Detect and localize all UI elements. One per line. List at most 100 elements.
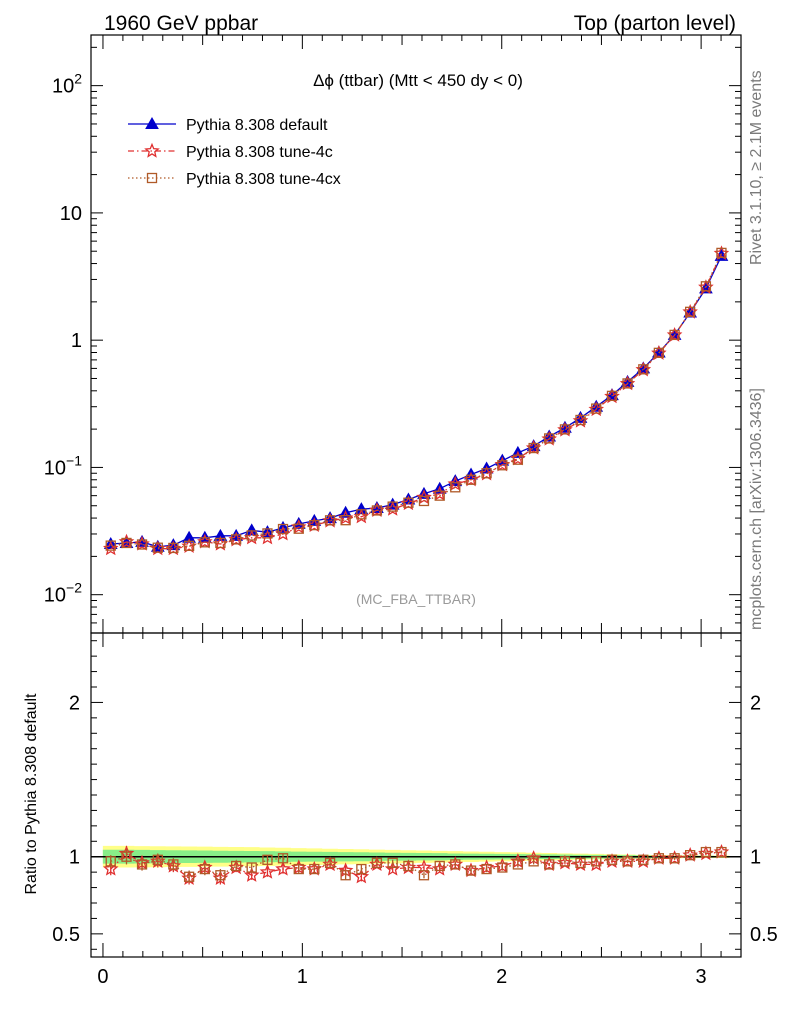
data-point-square	[638, 364, 649, 375]
ratio-y-axis-label: Ratio to Pythia 8.308 default	[23, 693, 40, 895]
data-point-triangle	[166, 538, 181, 551]
ratio-point-square	[387, 857, 398, 869]
ratio-point-square	[700, 846, 712, 858]
data-point-square	[403, 497, 414, 508]
data-point-square	[231, 534, 242, 545]
ratio-point-square	[356, 863, 367, 875]
ratio-point-star	[259, 863, 276, 879]
rivet-label: Rivet 3.1.10, ≥ 2.1M events	[748, 70, 765, 265]
ratio-point-square	[293, 863, 304, 875]
data-point-square	[575, 414, 586, 426]
data-point-square	[262, 528, 273, 539]
data-point-square	[309, 519, 320, 531]
y-tick-label: 10	[60, 203, 82, 225]
data-point-square	[434, 490, 445, 501]
data-point-square	[199, 537, 210, 548]
x-tick-label: 3	[696, 966, 707, 988]
x-tick-label: 2	[496, 966, 507, 988]
ratio-point-square	[591, 856, 602, 867]
data-point-square	[293, 523, 304, 534]
data-point-square	[121, 537, 132, 549]
legend-label: Pythia 8.308 default	[186, 117, 328, 134]
data-point-square	[356, 509, 367, 520]
data-point-square	[340, 515, 351, 526]
ratio-point-square	[638, 854, 649, 865]
ratio-y-tick-label: 2	[69, 692, 80, 714]
legend-label: Pythia 8.308 tune-4cx	[186, 171, 341, 188]
ratio-point-square	[340, 870, 351, 881]
mcplots-label: mcplots.cern.ch [arXiv:1306.3436]	[748, 388, 765, 630]
data-point-square	[277, 523, 289, 535]
ratio-point-square	[465, 865, 477, 876]
header-left: 1960 GeV ppbar	[104, 12, 258, 35]
data-point-square	[559, 424, 571, 435]
legend-marker-star	[144, 142, 160, 158]
ratio-point-square	[559, 856, 571, 867]
data-point-square	[591, 403, 602, 414]
ratio-point-star	[353, 868, 370, 884]
data-point-square	[387, 501, 398, 512]
data-point-square	[168, 542, 179, 554]
ratio-point-square	[262, 854, 273, 865]
data-point-square	[481, 468, 492, 479]
series-line-1	[110, 253, 723, 550]
ratio-line-1	[110, 851, 722, 878]
ratio-y-tick-label-right: 2	[750, 692, 761, 714]
data-point-square	[105, 540, 116, 551]
ratio-point-square	[606, 854, 618, 865]
ratio-point-square	[183, 871, 195, 882]
data-point-triangle	[370, 500, 384, 513]
ratio-point-square	[481, 863, 492, 875]
ratio-point-square	[685, 850, 696, 861]
data-point-square	[246, 530, 257, 541]
data-point-triangle	[182, 530, 196, 543]
data-point-square	[653, 347, 665, 358]
data-point-square	[136, 539, 148, 550]
ratio-point-square	[215, 870, 226, 881]
data-point-square	[606, 390, 618, 402]
data-point-square	[669, 329, 680, 341]
ratio-point-square	[309, 863, 320, 875]
ratio-point-square	[168, 859, 179, 870]
y-tick-label: 1	[71, 330, 82, 352]
data-point-square	[450, 482, 461, 493]
ratio-y-tick-label-right: 1	[750, 847, 761, 869]
y-tick-label: 10−2	[44, 580, 82, 607]
plot-title: Δϕ (ttbar) (Mtt < 450 dy < 0)	[313, 71, 523, 90]
data-point-square	[685, 306, 696, 317]
ratio-point-square	[199, 863, 210, 875]
data-point-square	[716, 247, 727, 259]
ratio-point-square	[575, 857, 586, 869]
ratio-point-square	[434, 860, 445, 872]
data-point-square	[497, 460, 508, 471]
ratio-point-square	[716, 846, 727, 858]
ratio-point-square	[324, 857, 336, 869]
data-point-square	[152, 542, 163, 553]
x-tick-label: 0	[97, 966, 108, 988]
legend-label: Pythia 8.308 tune-4c	[186, 144, 333, 161]
legend-marker-square	[146, 172, 158, 184]
y-tick-label: 102	[52, 71, 82, 98]
ratio-line-0	[110, 851, 722, 880]
ratio-point-square	[121, 851, 132, 862]
y-tick-label: 10−1	[44, 452, 82, 479]
ratio-point-square	[450, 859, 461, 870]
data-point-square	[371, 505, 383, 516]
data-point-triangle	[354, 502, 369, 515]
ratio-y-tick-label-right: 0.5	[750, 924, 778, 946]
data-point-star	[416, 489, 432, 505]
ratio-point-square	[136, 859, 148, 870]
ratio-point-star	[103, 860, 119, 876]
legend: Pythia 8.308 default Pythia 8.308 tune-4c…	[128, 116, 341, 188]
ratio-point-square	[497, 862, 508, 873]
data-point-square	[465, 474, 477, 485]
ratio-point-square	[544, 859, 555, 870]
data-point-square	[512, 454, 524, 465]
ratio-point-square	[653, 853, 665, 864]
ratio-y-tick-label: 0.5	[52, 924, 80, 946]
series-line-0	[110, 255, 723, 548]
ratio-point-square	[277, 853, 289, 864]
ratio-plot-panel: 0 1 2 3 0.5 0.5 1 1 2 2	[52, 632, 778, 988]
data-point-triangle	[542, 429, 557, 442]
